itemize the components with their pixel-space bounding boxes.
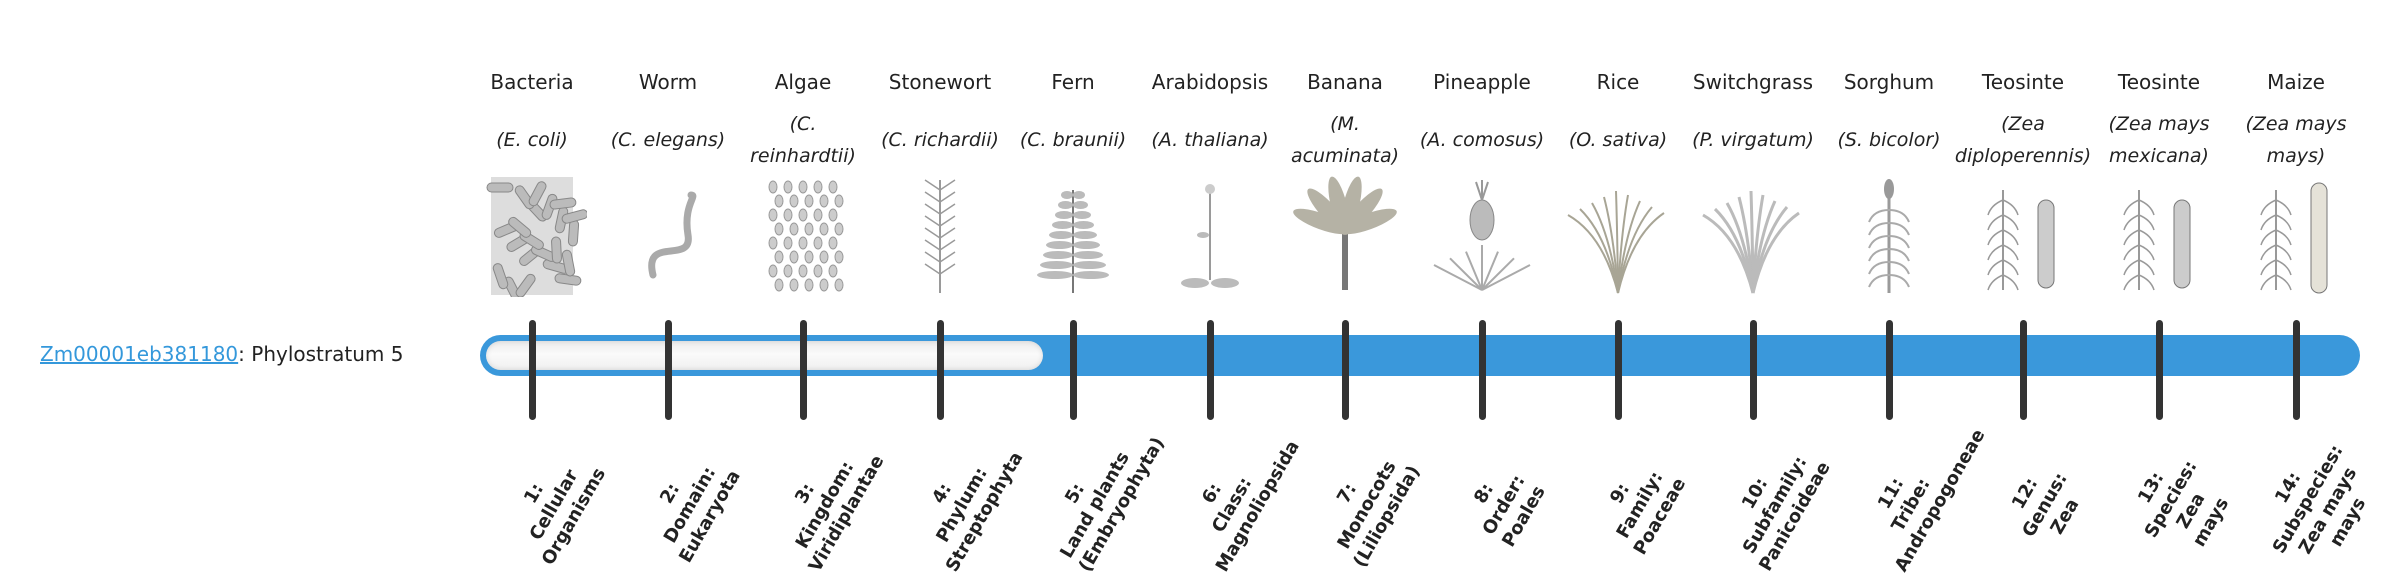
organism-common-name: Switchgrass — [1692, 70, 1814, 94]
stratum-tick — [1070, 320, 1077, 420]
stratum-tick — [1886, 320, 1893, 420]
stratum-tick — [529, 320, 536, 420]
stratum-label: 11: Tribe: Andropogoneae — [1850, 426, 1989, 576]
stratum-label: 3: Kingdom: Viridiplantae — [764, 434, 888, 576]
arabidopsis-icon — [1142, 175, 1278, 297]
organism-scientific-name: (O. sativa) — [1568, 129, 1668, 151]
teosinte-icon — [2091, 175, 2227, 297]
gene-separator: : — [238, 342, 245, 366]
stratum-tick — [1207, 320, 1214, 420]
organism-scientific-name: (A. comosus) — [1419, 129, 1545, 151]
phylostratum-text: Phylostratum 5 — [251, 342, 404, 366]
organism-scientific-name: (C. braunii) — [1019, 129, 1127, 151]
maize-icon — [2228, 175, 2364, 297]
organism-scientific-name: (C. reinhardtii) — [750, 113, 856, 167]
organism-common-name: Bacteria — [490, 70, 574, 94]
stratum-label: 12: Genus: Zea — [1984, 434, 2106, 576]
stratum-label: 7: Monocots (Liliopsida) — [1306, 434, 1428, 576]
organism-scientific-name: (C. richardii) — [881, 129, 999, 151]
organism-common-name: Stonewort — [888, 70, 992, 94]
organism-common-name: Pineapple — [1433, 70, 1531, 94]
organism-common-name: Teosinte — [1981, 70, 2065, 94]
organism-common-name: Arabidopsis — [1151, 70, 1269, 94]
organism-common-name: Algae — [774, 70, 832, 94]
organism-scientific-name: (S. bicolor) — [1837, 129, 1941, 151]
sorghum-icon — [1821, 175, 1957, 297]
gene-label: Zm00001eb381180: Phylostratum 5 — [40, 340, 403, 368]
organism-common-name: Banana — [1307, 70, 1383, 94]
stratum-tick — [800, 320, 807, 420]
stratum-tick — [1479, 320, 1486, 420]
teosinte-icon — [1955, 175, 2091, 297]
stratum-tick — [2020, 320, 2027, 420]
stratum-label: 10: Subfamily: Panicoideae — [1714, 434, 1836, 576]
stratum-label: 8: Order: Poales — [1443, 434, 1565, 576]
stratum-tick — [2156, 320, 2163, 420]
phylostratum-bar — [480, 335, 2360, 376]
organism-scientific-name: (Zea mays mays) — [2245, 113, 2347, 167]
organism-scientific-name: (A. thaliana) — [1151, 129, 1269, 151]
rice-icon — [1550, 175, 1686, 297]
organism-common-name: Worm — [638, 70, 698, 94]
stratum-label: 9: Family: Poaceae — [1579, 434, 1701, 576]
stratum-tick — [1750, 320, 1757, 420]
pineapple-icon — [1414, 175, 1550, 297]
organism-common-name: Fern — [1051, 70, 1095, 94]
stratum-tick — [1615, 320, 1622, 420]
stratum-label: 4: Phylum: Streptophyta — [901, 434, 1027, 576]
organism-common-name: Sorghum — [1843, 70, 1935, 94]
organism-scientific-name: (M. acuminata) — [1290, 113, 1400, 167]
organism-common-name: Rice — [1596, 70, 1640, 94]
stratum-label: 5: Land plants (Embryophyta) — [1034, 434, 1169, 576]
algae-icon — [735, 175, 871, 297]
worm-icon — [600, 175, 736, 297]
stratum-label: 13: Species: Zea mays — [2110, 428, 2252, 581]
organism-common-name: Maize — [2267, 70, 2325, 94]
stratum-tick — [2293, 320, 2300, 420]
stratum-label: 1: Cellular Organisms — [493, 434, 615, 576]
stratum-tick — [1342, 320, 1349, 420]
bar-unfilled-region — [486, 341, 1043, 370]
organism-common-name: Teosinte — [2117, 70, 2201, 94]
stratum-label: 6: Class: Magnoliopsida — [1171, 434, 1304, 576]
organism-scientific-name: (P. virgatum) — [1692, 129, 1814, 151]
switchgrass-icon — [1685, 175, 1821, 297]
stratum-label: 2: Domain: Eukaryota — [629, 434, 751, 576]
stratum-label: 14: Subspecies: Zea mays mays — [2247, 428, 2389, 581]
organism-scientific-name: (C. elegans) — [610, 129, 726, 151]
organism-scientific-name: (E. coli) — [496, 129, 568, 151]
organism-scientific-name: (Zea mays mexicana) — [2108, 113, 2210, 167]
banana-icon — [1277, 175, 1413, 297]
stratum-tick — [665, 320, 672, 420]
bacteria-icon — [464, 175, 600, 302]
stonewort-icon — [872, 175, 1008, 297]
organism-scientific-name: (Zea diploperennis) — [1954, 113, 2092, 167]
fern-icon — [1005, 175, 1141, 297]
stratum-tick — [937, 320, 944, 420]
gene-id-link[interactable]: Zm00001eb381180 — [40, 342, 239, 366]
